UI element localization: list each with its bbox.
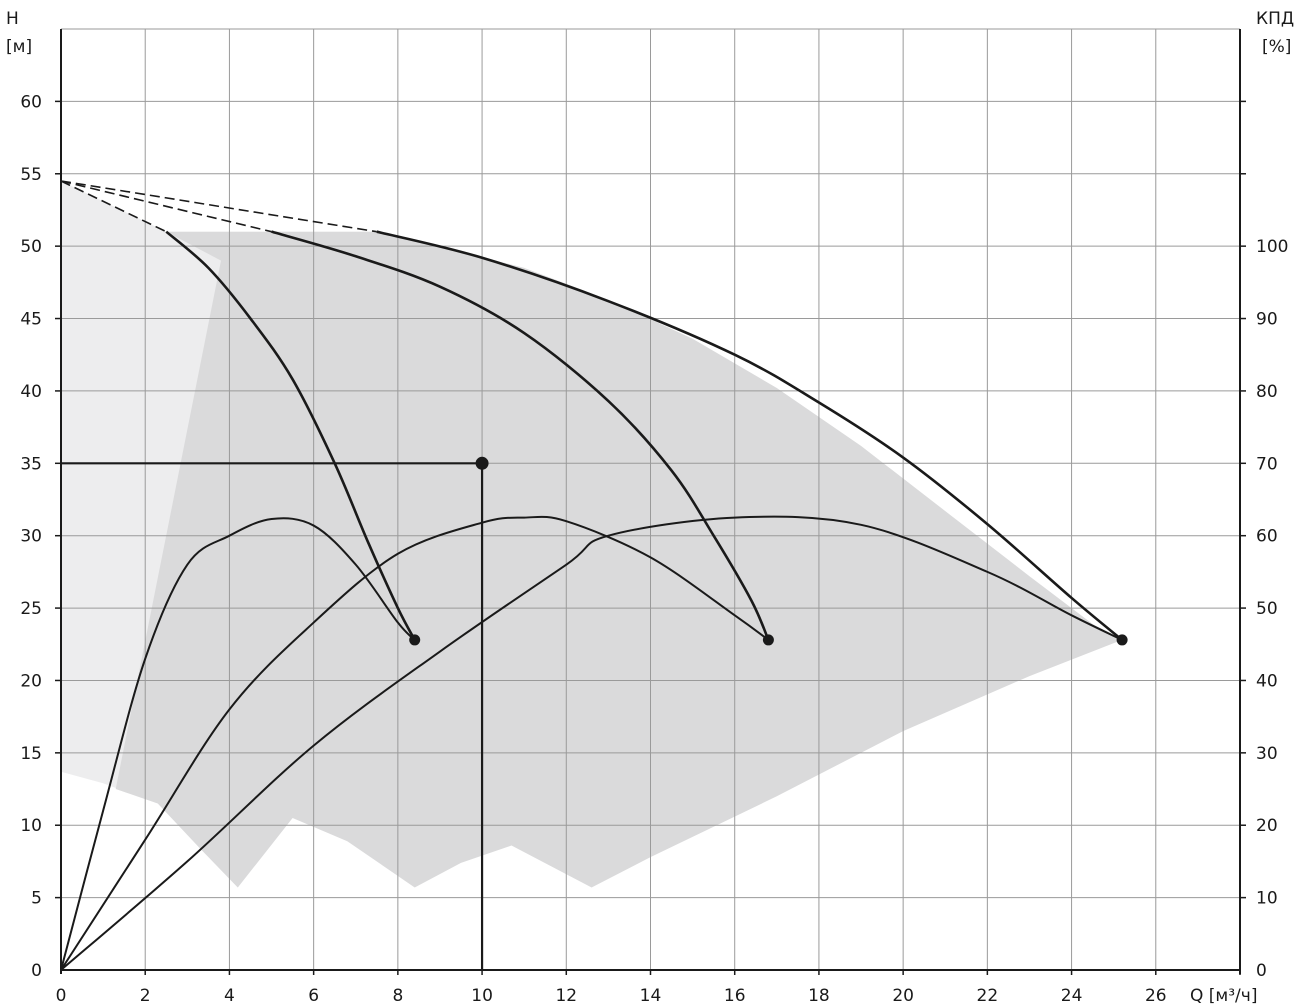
x-tick-label: 4 (224, 986, 235, 1006)
right-y-tick-label: 10 (1256, 889, 1278, 909)
right-y-tick-label: 90 (1256, 310, 1278, 330)
region-operating-area (115, 231, 1123, 888)
left-y-tick-label: 35 (20, 454, 42, 474)
left-axis-title-line1: H (6, 9, 19, 29)
curve-end-marker-1 (409, 634, 421, 646)
x-tick-label: 12 (555, 986, 577, 1006)
right-y-tick-label: 50 (1256, 599, 1278, 619)
x-axis-title: Q [м³/ч] (1190, 986, 1257, 1006)
right-y-tick-label: 100 (1256, 237, 1288, 257)
chart-axes (55, 29, 1246, 975)
left-y-tick-label: 30 (20, 527, 42, 547)
x-tick-label: 0 (56, 986, 67, 1006)
head-curve-1 (165, 230, 416, 641)
x-tick-label: 6 (308, 986, 319, 1006)
curve-end-marker-3 (1116, 634, 1128, 646)
x-tick-label: 20 (892, 986, 914, 1006)
x-tick-label: 26 (1145, 986, 1167, 1006)
left-y-tick-label: 40 (20, 382, 42, 402)
x-tick-label: 14 (640, 986, 662, 1006)
right-y-tick-label: 70 (1256, 454, 1278, 474)
right-axis-title-line2: [%] (1262, 37, 1291, 57)
x-tick-label: 16 (724, 986, 746, 1006)
efficiency-curve-1 (60, 517, 416, 971)
head-curve-3 (376, 230, 1123, 641)
efficiency-curve-3 (60, 515, 1123, 971)
head-curve-extension-1 (60, 180, 167, 233)
left-y-tick-label: 10 (20, 816, 42, 836)
right-y-tick-label: 0 (1256, 961, 1267, 981)
left-y-tick-label: 55 (20, 165, 42, 185)
duty-point-marker (475, 456, 489, 470)
right-axis-title-line1: КПД (1256, 9, 1294, 29)
right-y-tick-label: 20 (1256, 816, 1278, 836)
head-curve-extension-3 (60, 180, 377, 233)
left-axis-title-line2: [м] (6, 37, 32, 57)
right-y-tick-label: 60 (1256, 527, 1278, 547)
operating-regions (61, 181, 1123, 888)
left-y-tick-label: 15 (20, 744, 42, 764)
left-y-tick-label: 20 (20, 671, 42, 691)
left-y-tick-label: 50 (20, 237, 42, 257)
left-y-tick-label: 5 (31, 889, 42, 909)
tick-labels: 0 2 4 6 8 10 12 14 16 18 20 22 24 2605101520253035404… (20, 92, 1288, 1006)
head-curve-2 (271, 230, 770, 641)
left-y-tick-label: 60 (20, 92, 42, 112)
x-tick-label: 10 (471, 986, 493, 1006)
x-tick-label: 8 (392, 986, 403, 1006)
left-y-tick-label: 0 (31, 961, 42, 981)
x-tick-label: 2 (140, 986, 151, 1006)
left-y-tick-label: 45 (20, 310, 42, 330)
curves (60, 180, 1128, 971)
efficiency-curve-2 (60, 515, 769, 971)
left-y-tick-label: 25 (20, 599, 42, 619)
right-y-tick-label: 80 (1256, 382, 1278, 402)
curve-end-marker-2 (762, 634, 774, 646)
right-y-tick-label: 30 (1256, 744, 1278, 764)
x-tick-label: 18 (808, 986, 830, 1006)
head-curve-extension-2 (60, 180, 272, 233)
x-tick-label: 24 (1061, 986, 1083, 1006)
right-y-tick-label: 40 (1256, 671, 1278, 691)
x-tick-label: 22 (977, 986, 999, 1006)
